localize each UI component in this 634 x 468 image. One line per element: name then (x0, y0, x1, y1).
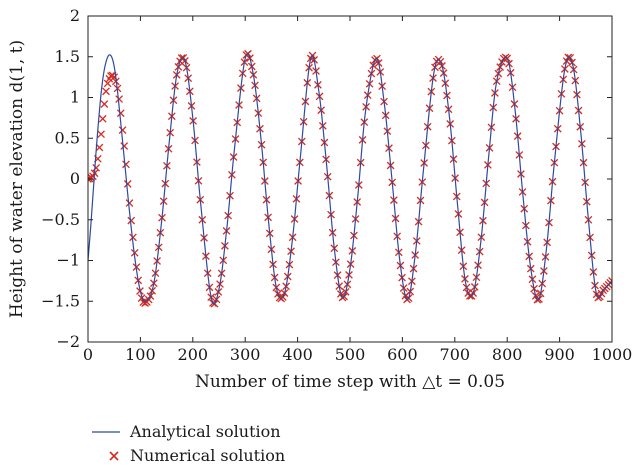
y-tick-label: 1 (70, 88, 80, 107)
numerical-point (98, 114, 107, 123)
numerical-point (120, 142, 129, 150)
y-tick-label: 2 (70, 6, 80, 25)
y-tick-label: 1.5 (55, 47, 80, 66)
series-layer (88, 49, 612, 308)
x-tick-label: 100 (125, 345, 156, 364)
numerical-point (127, 216, 136, 225)
legend-marker-swatch (109, 451, 119, 461)
numerical-point (123, 180, 132, 188)
numerical-point (92, 163, 101, 172)
x-tick-label: 600 (387, 345, 418, 364)
x-tick-label: 0 (83, 345, 93, 364)
numerical-point (102, 87, 110, 96)
x-tick-label: 400 (282, 345, 313, 364)
y-tick-label: −2 (56, 332, 80, 351)
numerical-point (95, 143, 104, 152)
y-tick-label: −1.5 (41, 291, 80, 310)
y-tick-label: −1 (56, 251, 80, 270)
x-tick-label: 300 (230, 345, 261, 364)
numerical-point (118, 126, 127, 134)
numerical-point (103, 79, 112, 88)
numerical-point (129, 233, 137, 242)
x-tick-label: 800 (492, 345, 523, 364)
ticks-layer: 0 100 200 300 400 500 600 700 800 900 1000 2 1.5 1 0.5… (41, 6, 632, 364)
numerical-point (122, 160, 130, 169)
legend: Analytical solution Numerical solution (92, 422, 285, 465)
x-axis-label: Number of time step with △t = 0.05 (195, 372, 505, 392)
y-axis-label: Height of water elevation d(1, t) (7, 40, 27, 318)
numerical-point (97, 130, 105, 139)
x-tick-label: 700 (440, 345, 471, 364)
legend-label-numerical: Numerical solution (130, 446, 285, 465)
numerical-point (115, 95, 123, 103)
series-analytical-line (88, 53, 612, 305)
numerical-point (100, 100, 109, 108)
x-tick-label: 500 (335, 345, 366, 364)
x-tick-label: 900 (544, 345, 575, 364)
numerical-point (116, 109, 125, 118)
y-tick-label: 0.5 (55, 128, 80, 147)
y-tick-label: 0 (70, 169, 80, 188)
numerical-point (125, 199, 134, 207)
y-tick-label: −0.5 (41, 210, 80, 229)
legend-label-analytical: Analytical solution (129, 422, 281, 441)
x-tick-label: 1000 (592, 345, 633, 364)
x-tick-label: 200 (178, 345, 209, 364)
